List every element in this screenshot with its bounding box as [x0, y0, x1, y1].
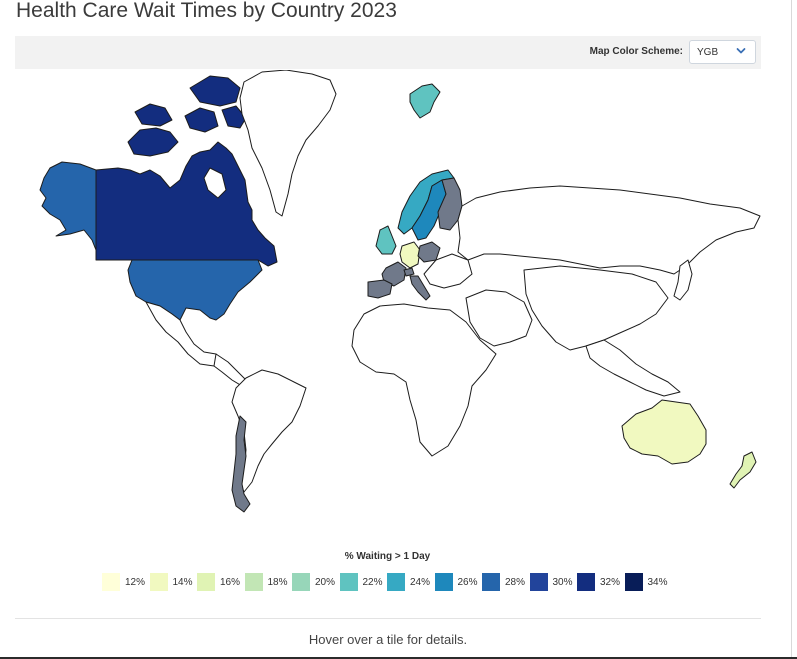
country-central-america[interactable] — [213, 353, 247, 387]
legend-label: 16% — [220, 577, 241, 588]
legend-swatch — [339, 573, 358, 591]
legend-swatch — [577, 573, 595, 591]
country-australia[interactable] — [621, 399, 707, 465]
legend-label: 28% — [505, 577, 526, 588]
country-europe-other[interactable] — [423, 253, 473, 289]
chevron-down-icon — [736, 48, 746, 54]
legend-swatch — [102, 573, 120, 591]
country-poland[interactable] — [417, 241, 441, 263]
legend-label: 14% — [172, 577, 193, 588]
hover-instruction: Hover over a tile for details. — [308, 632, 468, 647]
country-russia[interactable] — [457, 185, 761, 275]
legend-swatch — [244, 573, 263, 591]
frame-right-border — [791, 0, 792, 659]
frame-bottom-border — [0, 657, 797, 659]
legend-swatch — [529, 573, 548, 591]
country-africa[interactable] — [351, 303, 497, 457]
legend-label: 32% — [600, 577, 621, 588]
legend-swatch — [434, 573, 453, 591]
page-title: Health Care Wait Times by Country 2023 — [16, 0, 397, 22]
legend-label: 30% — [552, 577, 573, 588]
country-chile[interactable] — [231, 415, 251, 513]
legend-swatch — [292, 573, 310, 591]
country-germany[interactable] — [399, 241, 421, 269]
legend-swatch — [387, 573, 405, 591]
legend-label: 24% — [410, 577, 431, 588]
color-scheme-select[interactable]: YGB — [689, 40, 756, 64]
legend-swatch — [197, 573, 215, 591]
legend-label: 18% — [267, 577, 288, 588]
legend-label: 22% — [362, 577, 383, 588]
legend-label: 20% — [315, 577, 336, 588]
country-italy[interactable] — [409, 275, 431, 301]
country-united-states[interactable] — [127, 259, 263, 321]
country-united-kingdom[interactable] — [375, 225, 397, 255]
world-map — [0, 70, 797, 530]
country-svalbard[interactable] — [409, 83, 441, 119]
country-asia[interactable] — [523, 265, 669, 351]
color-scheme-value: YGB — [697, 47, 719, 58]
detail-panel: Hover over a tile for details. — [15, 618, 761, 659]
legend-swatch — [482, 573, 500, 591]
country-spain[interactable] — [367, 279, 393, 299]
legend-swatch — [624, 573, 643, 591]
legend-title: % Waiting > 1 Day — [344, 551, 431, 562]
country-france[interactable] — [381, 261, 407, 287]
country-japan[interactable] — [673, 259, 693, 301]
country-new-zealand[interactable] — [729, 451, 757, 489]
country-greenland[interactable] — [239, 70, 337, 217]
country-alaska[interactable] — [39, 161, 97, 251]
country-canada[interactable] — [95, 75, 278, 267]
world-map-svg — [39, 70, 761, 513]
legend-swatch — [149, 573, 168, 591]
legend-label: 34% — [647, 577, 668, 588]
country-middle-east[interactable] — [465, 289, 533, 347]
legend-label: 26% — [457, 577, 478, 588]
legend-label: 12% — [125, 577, 146, 588]
color-scheme-label: Map Color Scheme: — [589, 46, 683, 57]
country-switzerland[interactable] — [403, 267, 415, 277]
country-southeast-asia[interactable] — [585, 339, 681, 397]
map-toolbar: Map Color Scheme: YGB — [15, 36, 761, 69]
country-finland[interactable] — [437, 177, 463, 231]
